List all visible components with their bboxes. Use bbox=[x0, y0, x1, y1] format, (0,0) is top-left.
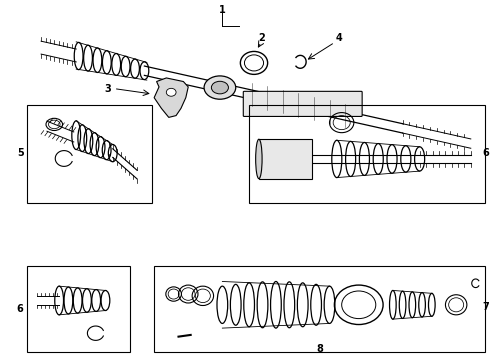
Ellipse shape bbox=[256, 139, 262, 179]
Bar bbox=[249, 105, 486, 203]
Text: 8: 8 bbox=[317, 343, 323, 354]
Text: 4: 4 bbox=[336, 33, 343, 43]
Text: 1: 1 bbox=[219, 5, 226, 15]
Ellipse shape bbox=[211, 81, 228, 94]
Text: 2: 2 bbox=[258, 33, 265, 43]
Ellipse shape bbox=[166, 88, 176, 96]
Text: 3: 3 bbox=[104, 84, 111, 94]
Text: 5: 5 bbox=[17, 148, 24, 158]
Text: 6: 6 bbox=[482, 148, 489, 158]
Bar bbox=[259, 139, 313, 179]
Text: 6: 6 bbox=[17, 304, 24, 314]
Ellipse shape bbox=[204, 76, 236, 99]
Text: 7: 7 bbox=[482, 302, 489, 312]
Bar bbox=[27, 105, 152, 203]
Polygon shape bbox=[154, 78, 188, 117]
FancyBboxPatch shape bbox=[244, 91, 362, 116]
Bar bbox=[27, 266, 130, 352]
Bar bbox=[154, 266, 486, 352]
